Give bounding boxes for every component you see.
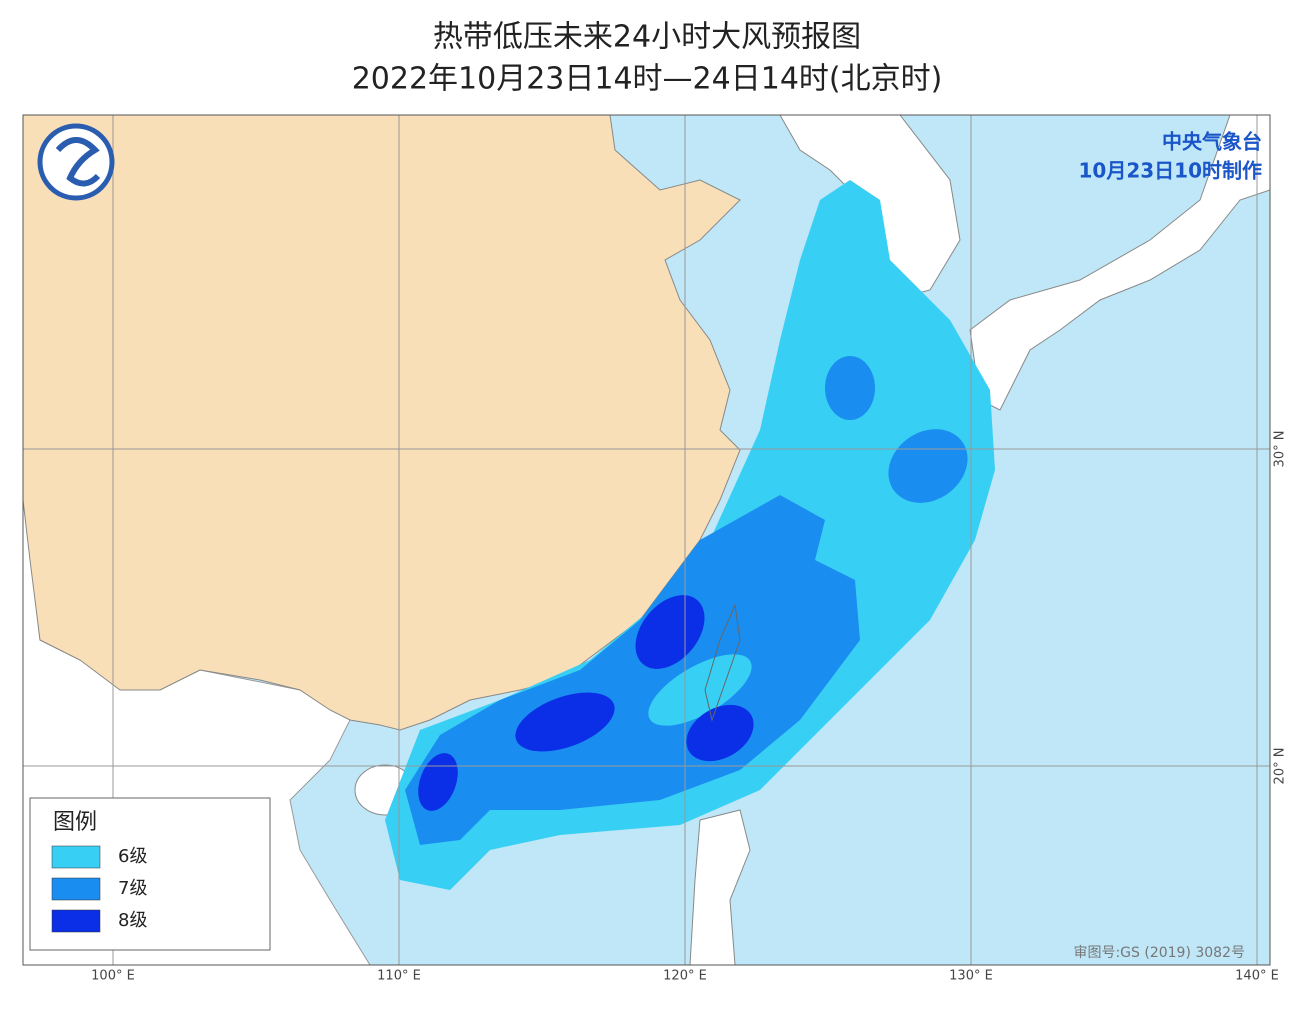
- legend-swatch: [51, 845, 101, 869]
- lat-label: 20° N: [1273, 748, 1288, 785]
- approval: 审图号:GS (2019) 3082号: [1073, 945, 1245, 961]
- map: [23, 115, 1270, 965]
- map-frame: [22, 114, 1271, 966]
- lat-label: 30° N: [1273, 431, 1288, 468]
- wind-zone-8: [515, 692, 615, 752]
- legend-label: 8级: [118, 910, 147, 931]
- axis-labels: 100° E 110° E 120° E 130° E 140° E 30° N 20° N: [91, 431, 1287, 984]
- lon-label: 110° E: [377, 969, 421, 984]
- legend-swatch: [51, 909, 101, 933]
- wind-zone-8: [418, 753, 458, 811]
- wind-zone-8: [635, 595, 705, 669]
- legend: 图例 6级 7级 8级: [29, 797, 271, 951]
- legend-label: 6级: [118, 846, 147, 867]
- land-taiwan: [704, 603, 741, 722]
- lon-label: 130° E: [949, 969, 993, 984]
- wind-zone-7: [888, 429, 968, 503]
- subtitle: 2022年10月23日14时—24日14时(北京时): [352, 62, 943, 97]
- wind-zone-6: [648, 654, 752, 726]
- made-time: 10月23日10时制作: [1079, 159, 1263, 183]
- wind-zone-7: [405, 495, 860, 845]
- land-philippines: [689, 809, 751, 965]
- lon-label: 140° E: [1235, 969, 1279, 984]
- legend-swatch: [51, 877, 101, 901]
- lon-label: 120° E: [663, 969, 707, 984]
- agency: 中央气象台: [1162, 130, 1262, 154]
- legend-title: 图例: [53, 810, 97, 835]
- wind-zone-8: [686, 704, 754, 762]
- lon-label: 100° E: [91, 969, 135, 984]
- legend-label: 7级: [118, 878, 147, 899]
- land-japan: [969, 115, 1270, 411]
- logo: [37, 123, 115, 201]
- title: 热带低压未来24小时大风预报图: [433, 20, 861, 55]
- wind-zone-7: [825, 356, 875, 420]
